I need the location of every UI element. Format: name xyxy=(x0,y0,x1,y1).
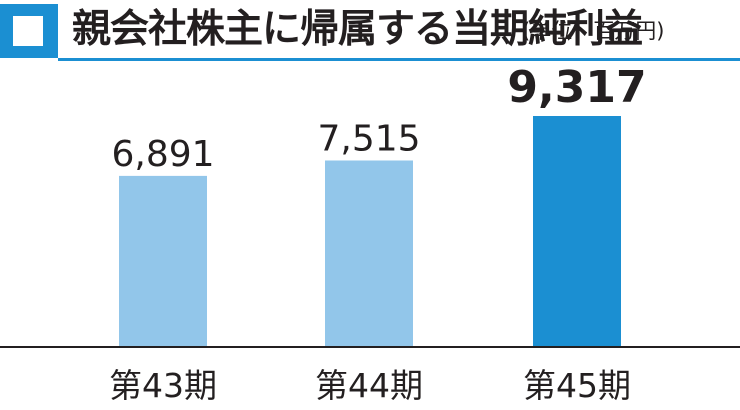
value-label-2: 7,515 xyxy=(317,118,420,159)
value-label-3: 9,317 xyxy=(507,62,646,113)
category-label-3: 第45期 xyxy=(523,366,631,405)
category-label-1: 第43期 xyxy=(109,366,217,405)
chart-unit: (単位：百万円) xyxy=(522,19,665,43)
chart-header: 親会社株主に帰属する当期純利益 (単位：百万円) xyxy=(0,0,740,64)
value-label-1: 6,891 xyxy=(111,134,214,175)
header-square-inner xyxy=(13,16,43,46)
bar-3 xyxy=(533,116,621,346)
category-label-2: 第44期 xyxy=(315,366,423,405)
bar-2 xyxy=(325,160,413,346)
header-rule xyxy=(58,58,740,61)
header-square-icon xyxy=(0,4,58,58)
bar-1 xyxy=(119,175,207,346)
chart-title: 親会社株主に帰属する当期純利益 xyxy=(72,7,643,52)
